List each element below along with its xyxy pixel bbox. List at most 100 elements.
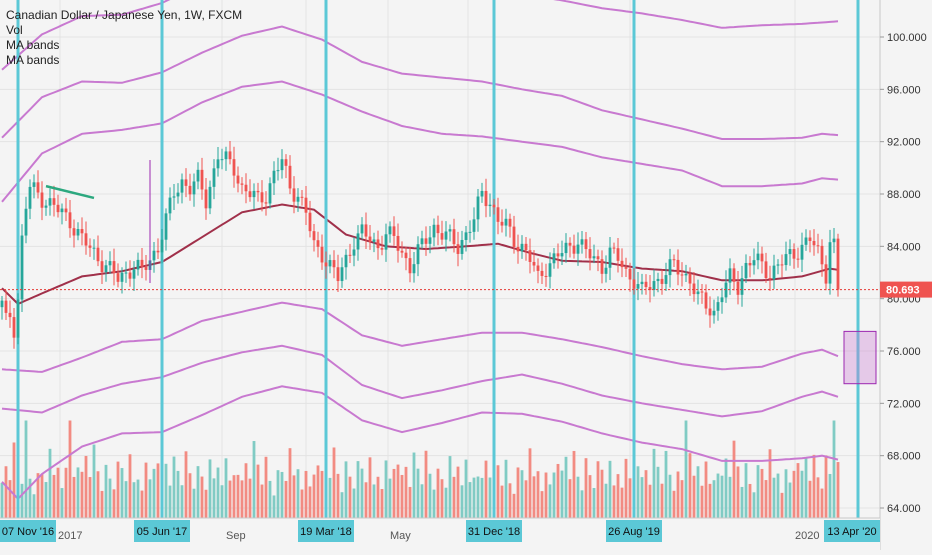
candle-bear bbox=[236, 175, 240, 184]
candle-bear bbox=[404, 252, 408, 259]
candle-bear bbox=[320, 246, 324, 263]
time-tick-label: 2020 bbox=[795, 530, 819, 542]
last-price-label: 80.693 bbox=[886, 285, 920, 297]
candle-bear bbox=[364, 224, 368, 237]
volume-bar bbox=[420, 484, 424, 518]
candle-bull bbox=[224, 151, 228, 160]
ma-bands-label-2[interactable]: MA bands bbox=[6, 53, 60, 67]
volume-bar bbox=[824, 455, 828, 518]
candle-bear bbox=[556, 253, 560, 257]
candle-bear bbox=[436, 224, 440, 234]
candle-bear bbox=[452, 229, 456, 245]
volume-bar bbox=[292, 475, 296, 518]
candle-bull bbox=[192, 181, 196, 195]
candle-bull bbox=[136, 259, 140, 270]
marker-date-label: 26 Aug '19 bbox=[608, 526, 660, 538]
candle-bear bbox=[544, 275, 548, 277]
candle-bear bbox=[96, 247, 100, 262]
candle-bull bbox=[152, 250, 156, 261]
volume-bar bbox=[252, 441, 256, 518]
volume-bar bbox=[228, 480, 232, 518]
volume-bar bbox=[436, 468, 440, 518]
volume-bar bbox=[584, 458, 588, 518]
volume-bar bbox=[284, 480, 288, 518]
symbol-title[interactable]: Canadian Dollar / Japanese Yen, 1W, FXCM bbox=[6, 8, 243, 22]
upper-band-2 bbox=[1, 25, 839, 140]
ma-bands-label-1[interactable]: MA bands bbox=[6, 38, 60, 52]
candle-bear bbox=[680, 274, 684, 276]
volume-bar bbox=[608, 460, 612, 518]
candle-bull bbox=[832, 238, 836, 243]
volume-bar bbox=[300, 489, 304, 518]
volume-bar bbox=[776, 473, 780, 518]
volume-bar bbox=[740, 486, 744, 518]
candle-bear bbox=[184, 179, 188, 186]
candle-bear bbox=[508, 218, 512, 227]
candle-bull bbox=[48, 198, 52, 206]
candle-bear bbox=[616, 248, 620, 261]
candle-bear bbox=[484, 190, 488, 207]
candle-bear bbox=[812, 240, 816, 246]
volume-bar bbox=[72, 476, 76, 518]
candle-bull bbox=[448, 229, 452, 232]
volume-bar bbox=[668, 474, 672, 518]
candle-bear bbox=[596, 256, 600, 260]
volume-bar bbox=[280, 471, 284, 518]
time-tick-label: 2017 bbox=[58, 530, 82, 542]
ma-bands bbox=[1, 0, 839, 501]
volume-bar bbox=[612, 485, 616, 518]
volume-bar bbox=[168, 485, 172, 518]
volume-bar bbox=[196, 466, 200, 518]
volume-bar bbox=[52, 474, 56, 518]
volume-bar bbox=[212, 478, 216, 518]
volume-bar bbox=[788, 482, 792, 518]
candle-bull bbox=[604, 267, 608, 274]
volume-bar bbox=[440, 479, 444, 518]
volume-bar bbox=[376, 476, 380, 518]
candle-bull bbox=[280, 159, 284, 171]
candle-bull bbox=[652, 281, 656, 291]
candle-bull bbox=[684, 273, 688, 276]
marker-date-label: 19 Mar '18 bbox=[300, 526, 352, 538]
candle-bull bbox=[388, 226, 392, 235]
volume-bar bbox=[156, 463, 160, 518]
volume-bar bbox=[0, 482, 4, 518]
volume-bar bbox=[748, 483, 752, 518]
time-axis[interactable]: 2017MaySep2018MaySepMay202007 Nov '1605 … bbox=[0, 517, 880, 550]
candle-bear bbox=[36, 182, 40, 193]
candle-bull bbox=[0, 300, 4, 308]
volume-bar bbox=[432, 489, 436, 518]
candle-bear bbox=[584, 239, 588, 250]
volume-bar bbox=[100, 490, 104, 518]
volume-bar bbox=[812, 454, 816, 518]
candle-bear bbox=[768, 277, 772, 280]
candle-bull bbox=[360, 224, 364, 234]
candle-bull bbox=[352, 249, 356, 256]
candle-bear bbox=[764, 261, 768, 278]
candle-bull bbox=[804, 237, 808, 245]
volume-bar bbox=[832, 420, 836, 518]
candle-bear bbox=[748, 262, 752, 266]
candle-bull bbox=[668, 259, 672, 276]
candle-bull bbox=[104, 265, 108, 273]
candle-bull bbox=[772, 265, 776, 280]
marker-date-tag bbox=[134, 520, 190, 542]
price-axis[interactable]: 64.00068.00072.00076.00080.00084.00088.0… bbox=[879, 0, 932, 550]
volume-bar bbox=[756, 465, 760, 518]
volume-bar bbox=[308, 486, 312, 518]
candle-bear bbox=[332, 260, 336, 268]
volume-bar bbox=[656, 466, 660, 518]
volume-bar bbox=[328, 477, 332, 518]
volume-bar bbox=[644, 470, 648, 518]
candle-bull bbox=[172, 196, 176, 198]
volume-bar bbox=[44, 482, 48, 518]
overlay bbox=[0, 159, 880, 385]
volume-bar bbox=[556, 463, 560, 518]
candle-bull bbox=[788, 249, 792, 255]
vol-indicator-label[interactable]: Vol bbox=[6, 23, 23, 37]
candle-bear bbox=[704, 292, 708, 309]
candle-bear bbox=[532, 261, 536, 266]
